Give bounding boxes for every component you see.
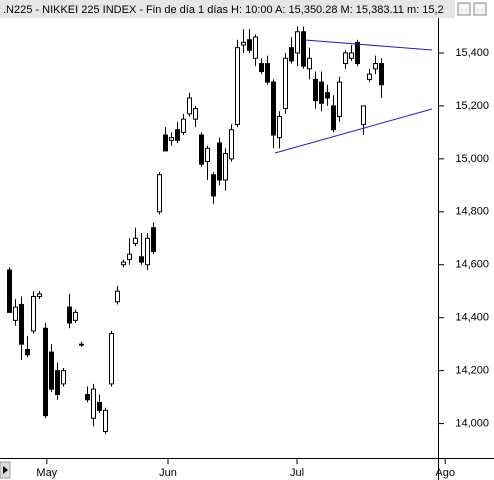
candle-body <box>253 36 258 59</box>
candle-body <box>313 78 318 102</box>
title-clip: .N225 - NIKKEI 225 INDEX - Fin de día 1 … <box>3 4 444 16</box>
candle-body <box>367 73 372 80</box>
candle-body <box>223 153 228 181</box>
candle-body <box>121 261 126 266</box>
candle-body <box>181 118 186 133</box>
candle-body <box>265 63 270 83</box>
y-tick-label: 15,400 <box>455 47 489 59</box>
support-trendline <box>274 108 433 154</box>
candle-body <box>19 303 24 345</box>
x-tick-label: Ago <box>435 467 455 479</box>
candle-body <box>211 174 216 197</box>
candle-body <box>145 237 150 266</box>
candle-body <box>373 63 378 70</box>
candle-body <box>271 81 276 136</box>
y-tick-label: 14,400 <box>455 312 489 324</box>
candle-body <box>355 41 360 65</box>
candle-body <box>31 296 36 332</box>
chart-title: .N225 - NIKKEI 225 INDEX - Fin de día 1 … <box>3 4 444 16</box>
candle-body <box>97 401 102 411</box>
y-tick-label: 15,200 <box>455 100 489 112</box>
candle-body <box>259 63 264 72</box>
candle-body <box>337 81 342 117</box>
candle-body <box>361 105 366 125</box>
candle-body <box>61 370 66 385</box>
candle-body <box>73 311 78 321</box>
candle-body <box>343 52 348 65</box>
y-tick-label: 14,200 <box>455 365 489 377</box>
candle-body <box>277 115 282 139</box>
y-tick-label: 14,800 <box>455 206 489 218</box>
candle-body <box>151 227 156 253</box>
candle-body <box>37 293 42 298</box>
candle-body <box>175 129 180 141</box>
candle-body <box>295 31 300 54</box>
candle-body <box>67 306 72 324</box>
candle-body <box>301 31 306 67</box>
candle-body <box>49 351 54 390</box>
y-tick-label: 15,000 <box>455 153 489 165</box>
candle-body <box>43 327 48 417</box>
candle-body <box>187 97 192 115</box>
candle-body <box>325 92 330 99</box>
candle-body <box>157 174 162 213</box>
plot-area <box>7 26 384 435</box>
candle-body <box>319 81 324 104</box>
candle-body <box>289 47 294 62</box>
candle-body <box>85 393 90 401</box>
candle-body <box>103 409 108 433</box>
window-button[interactable] <box>457 2 471 16</box>
candle-body <box>109 333 114 385</box>
candle-body <box>229 129 234 160</box>
candle-body <box>199 134 204 165</box>
x-tick-label: May <box>36 467 57 479</box>
candle-body <box>349 52 354 59</box>
candle-body <box>115 290 120 303</box>
candle-body <box>283 57 288 110</box>
candle-body <box>13 306 18 321</box>
candle-body <box>235 47 240 125</box>
candle-body <box>169 137 174 141</box>
candle-body <box>205 147 210 162</box>
candle-body <box>133 237 138 245</box>
candle-body <box>193 108 198 120</box>
candle-body <box>25 348 30 356</box>
candle-body <box>307 57 312 70</box>
candle-body <box>247 39 252 51</box>
candle-body <box>139 256 144 263</box>
x-tick-label: Jun <box>159 467 177 479</box>
candle-body <box>217 142 222 181</box>
window-button[interactable] <box>473 2 487 16</box>
candle-body <box>379 63 384 86</box>
y-tick-label: 14,600 <box>455 259 489 271</box>
x-tick-label: Jul <box>290 467 304 479</box>
candle-body <box>163 134 168 152</box>
candle-body <box>79 343 84 346</box>
title-bar <box>0 0 455 18</box>
candle-body <box>127 253 132 260</box>
scroll-arrow <box>3 466 8 474</box>
resistance-trendline <box>304 39 433 51</box>
axes: 14,000 14,200 14,400 14,600 14,800 15,000 15,2… <box>36 47 489 479</box>
candle-body <box>331 105 336 131</box>
candle-body <box>91 388 96 419</box>
candle-body <box>241 41 246 46</box>
y-tick-label: 14,000 <box>455 417 489 429</box>
candle-body <box>7 269 12 313</box>
candle-body <box>55 370 60 395</box>
